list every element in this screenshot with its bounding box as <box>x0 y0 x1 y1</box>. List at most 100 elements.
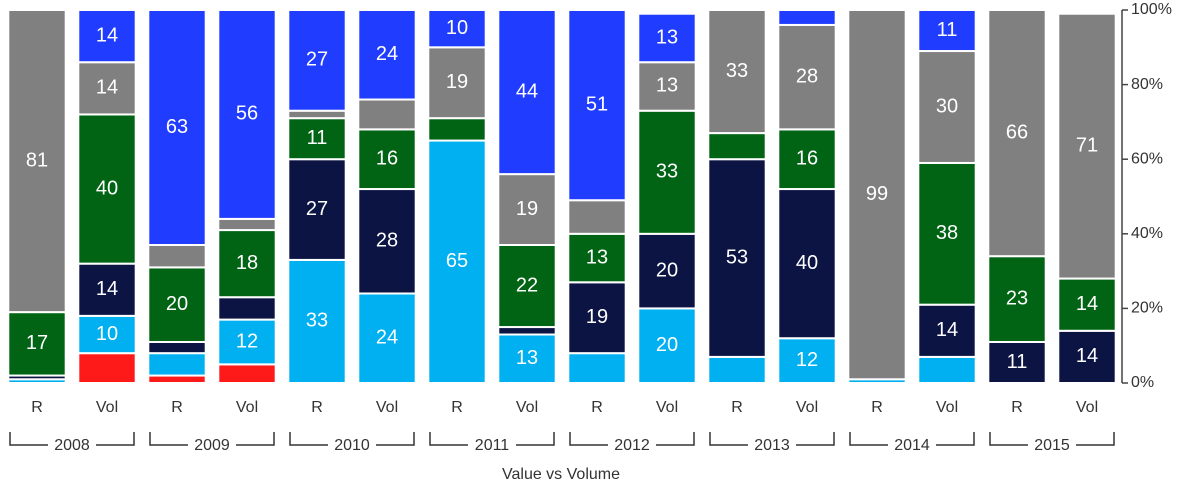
y-tick-label: 40% <box>1131 225 1163 242</box>
bar-segment <box>357 188 417 295</box>
bar-segment <box>77 262 137 317</box>
x-tick-label: Vol <box>656 399 678 416</box>
data-label: 44 <box>516 80 538 102</box>
bar-segment <box>707 158 767 358</box>
data-label: 56 <box>236 103 258 125</box>
bar-segment <box>147 352 207 377</box>
data-label: 40 <box>96 177 118 199</box>
data-label: 23 <box>1006 287 1028 309</box>
data-label: 24 <box>376 43 398 65</box>
x-tick-label: R <box>731 399 743 416</box>
bar-segment <box>217 318 277 366</box>
x-tick-label: Vol <box>796 399 818 416</box>
bar-segment <box>987 340 1047 384</box>
group-bracket <box>569 432 608 446</box>
data-label: 30 <box>936 95 958 117</box>
data-label: 27 <box>306 49 328 71</box>
x-tick-label: Vol <box>376 399 398 416</box>
bar-segment <box>287 117 347 161</box>
data-label: 53 <box>726 246 748 268</box>
bar-segment <box>287 109 347 120</box>
group-bracket <box>376 432 415 446</box>
bar-segment <box>497 9 557 176</box>
data-label: 27 <box>306 198 328 220</box>
x-tick-label: Vol <box>516 399 538 416</box>
bar-segment <box>427 9 487 49</box>
x-tick-label: Vol <box>96 399 118 416</box>
data-label: 13 <box>516 347 538 369</box>
bar-segment <box>917 9 977 53</box>
bar-segment <box>567 281 627 355</box>
bar-segment <box>287 258 347 384</box>
bar-segment <box>357 98 417 131</box>
data-label: 33 <box>726 60 748 82</box>
bar-segment <box>777 337 837 384</box>
data-label: 14 <box>1076 345 1098 367</box>
data-label: 63 <box>166 116 188 138</box>
group-label: 2012 <box>614 437 650 454</box>
data-label: 14 <box>936 319 958 341</box>
data-label: 24 <box>376 327 398 349</box>
bar-segment <box>987 9 1047 258</box>
bar-segment <box>77 9 137 64</box>
group-bracket <box>1076 432 1115 446</box>
data-label: 18 <box>236 252 258 274</box>
data-label: 71 <box>1076 134 1098 156</box>
y-tick-label: 100% <box>1131 1 1172 18</box>
bar-segment <box>777 9 837 26</box>
data-label: 10 <box>96 323 118 345</box>
bar-segment <box>567 232 627 284</box>
data-label: 13 <box>656 26 678 48</box>
data-label: 19 <box>586 306 608 328</box>
bar-segment <box>287 9 347 112</box>
bar-segment <box>147 9 207 246</box>
data-label: 40 <box>796 252 818 274</box>
bar-segment <box>147 340 207 355</box>
bar-segment <box>637 109 697 235</box>
data-label: 20 <box>656 334 678 356</box>
group-label: 2009 <box>194 437 230 454</box>
bar-segment <box>847 9 907 381</box>
y-tick-label: 0% <box>1131 374 1154 391</box>
group-bracket <box>96 432 135 446</box>
bar-segment <box>707 9 767 135</box>
group-bracket <box>709 432 748 446</box>
bar-segment <box>497 333 557 385</box>
bar-segment <box>567 9 627 202</box>
data-label: 16 <box>796 147 818 169</box>
x-tick-label: Vol <box>236 399 258 416</box>
data-label: 14 <box>1076 293 1098 315</box>
data-label: 19 <box>516 198 538 220</box>
bar-segment <box>777 188 837 340</box>
x-axis-title: Value vs Volume <box>502 466 620 483</box>
x-tick-label: Vol <box>936 399 958 416</box>
x-tick-label: R <box>451 399 463 416</box>
group-label: 2014 <box>894 437 930 454</box>
data-label: 22 <box>516 274 538 296</box>
bar-segment <box>987 255 1047 343</box>
bar-segment <box>567 352 627 385</box>
data-label: 11 <box>937 19 958 41</box>
data-label: 38 <box>936 222 958 244</box>
data-label: 11 <box>1007 351 1028 373</box>
group-label: 2013 <box>754 437 790 454</box>
bar-segment <box>147 374 207 385</box>
data-label: 33 <box>656 161 678 183</box>
group-bracket <box>989 432 1028 446</box>
x-tick-label: R <box>871 399 883 416</box>
x-tick-label: R <box>1011 399 1023 416</box>
bar-segment <box>1057 12 1117 280</box>
group-bracket <box>936 432 975 446</box>
x-tick-label: R <box>311 399 323 416</box>
bar-segment <box>917 303 977 358</box>
group-bracket <box>289 432 328 446</box>
data-label: 13 <box>586 246 608 268</box>
data-label: 10 <box>446 17 468 39</box>
data-label: 99 <box>866 183 888 205</box>
data-label: 12 <box>796 349 818 371</box>
data-label: 51 <box>586 93 608 115</box>
x-tick-label: R <box>591 399 603 416</box>
data-label: 14 <box>96 278 118 300</box>
data-label: 20 <box>656 259 678 281</box>
data-label: 13 <box>656 75 678 97</box>
